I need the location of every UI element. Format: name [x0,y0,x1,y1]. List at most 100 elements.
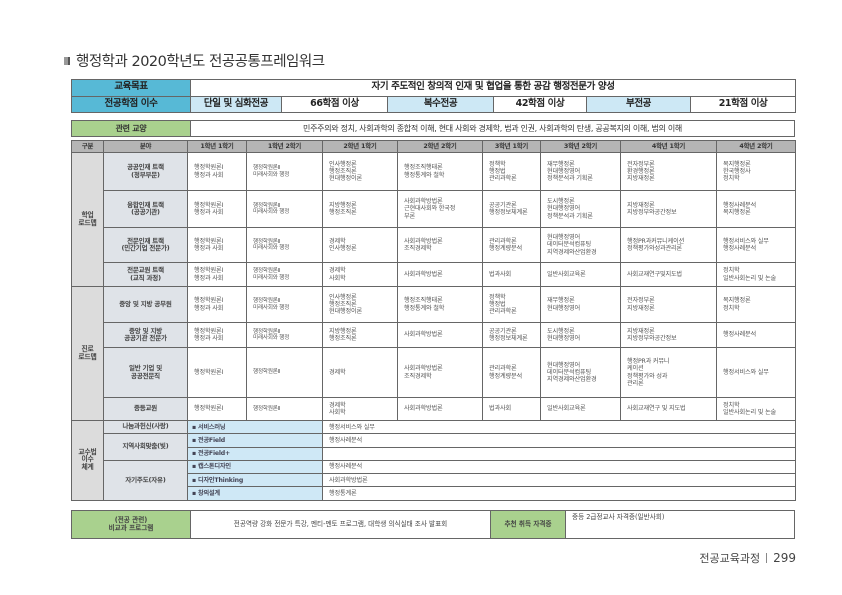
course-name: 행정학원론Ⅱ [253,369,281,376]
teaching-group: 지역사회맞춤(빛) [103,433,188,461]
course-name: 미래사회와 행정 [253,171,290,178]
course-name: 미래사회와 행정 [253,335,290,341]
course-name: 사회학 [329,409,346,416]
table-row: 전문인재 트랙 (민간기업 전문가) 행정학원론Ⅰ 행정과 사회 행정학원론Ⅱ 미래사회와… [72,227,796,263]
course-cell: 법과사회 [482,397,541,421]
teaching-course [322,446,796,461]
course-cell: 복지행정론 정치학 [716,286,796,323]
extracurricular-table: (전공 관련) 비교과 프로그램 전공역량 강화 전문가 특강, 멘티-멘토 프… [71,510,795,539]
course-name: 행정서비스와 실무 [723,368,769,376]
course-name: 관리과학론 [489,308,517,316]
course-name: 행정학원론Ⅱ [253,238,281,245]
teaching-course: 행정통계론 [322,486,796,501]
teaching-row: 교수법 이수 체계 나눔과헌신(사랑) ▪ 서비스러닝 행정서비스와 실무 [71,419,796,501]
course-cell: 공공기관론 행정정보체계론 [482,322,541,348]
course-name: 행정학원론Ⅱ [253,405,281,412]
course-cell: 행정학원론Ⅰ 행정과 사회 [187,322,247,348]
course-name: 행정정보체계론 [489,209,528,216]
section-label-line: 이수 [81,455,94,464]
page-title: 행정학과 2020학년도 전공공통프레임워크 [64,50,325,71]
section-label-line: 진로 [81,344,94,353]
liberal-label: 관련 교양 [71,120,191,137]
course-name: 행정학원론Ⅰ [194,267,224,275]
course-name: 사회교재연구 및 지도법 [627,405,686,413]
course-name: 조직경제학 [404,245,432,252]
credits-label: 전공학점 이수 [71,95,191,113]
course-cell: 사회과학방법론 [397,262,483,287]
course-name: 케이션 [627,365,644,373]
course-name: 행정조직론 [329,335,357,342]
teaching-method: ▪ 캡스톤디자인 [187,459,323,475]
teaching-course: 행정서비스와 실무 [322,419,796,435]
course-name: 정치학 [723,175,740,183]
course-name: 사회교재연구및지도법 [627,270,682,278]
course-name: 행정조직행태론 [404,164,443,172]
credit-type: 단일 및 심화전공 [190,95,282,113]
field-label-line: 일반 기업 및 [128,364,163,373]
course-name: 부론 [404,212,415,220]
section-label: 교수법 이수 체계 [71,420,104,501]
course-cell: 관리과학론 행정계량분석 [482,347,541,398]
course-cell: 행정학원론Ⅰ 행정과 사회 [187,227,247,263]
course-cell: 경제학 인사행정론 [322,227,398,263]
course-name: 전자정부론 [627,297,655,305]
course-cell: 정치학 일반사회논리 및 논술 [716,397,796,421]
course-cell: 행정학원론Ⅰ 행정과 사회 [187,286,247,323]
course-name: 행정조직행태론 [404,297,443,305]
course-name: 행정학원론Ⅰ [194,201,224,209]
goal-label: 교육목표 [71,79,191,97]
course-name: 행정조직론 [329,300,357,308]
roadmap-table: 구분 분야 1학년 1학기 1학년 2학기 2학년 1학기 2학년 2학기 3학년 1학기 3… [71,140,796,501]
course-cell: 행정사례분석 복지행정론 [716,190,796,228]
field-label: 중앙 및 지방 공공기관 전문가 [103,322,188,348]
course-cell: 법과사회 [482,262,541,287]
extra-label: (전공 관련) 비교과 프로그램 [71,510,191,539]
course-name: 미래사회와 행정 [253,209,290,215]
goal-text: 자기 주도적인 창의적 인재 및 협업을 통한 공감 행정전문가 양성 [189,79,797,97]
course-cell: 행정서비스와 실무 행정사례분석 [716,227,796,263]
course-cell: 행정학원론Ⅱ [246,347,323,398]
field-label-line: (공공기관) [131,208,160,216]
teaching-group: 자기주도(자유) [103,459,188,501]
course-name: 행정학원론Ⅱ [253,165,281,172]
field-label: 융합인재 트랙 (공공기관) [103,190,188,228]
section-label-line: 교수법 [78,447,97,456]
course-cell: 행정PR과커뮤니케이션 정책평가와성과관리론 [620,227,717,263]
teaching-method: ▪ 서비스러닝 [187,419,323,435]
course-name: 행정계량분석 [489,245,522,252]
field-label-line: (교직 과정) [130,273,161,282]
course-name: 관리과학론 [489,175,517,183]
course-name: 도시행정론 [547,327,575,335]
course-name: 사회과학방법론 [404,198,443,206]
course-name: 현대행정이론 [329,175,362,183]
course-name: 도시행정론 [547,198,575,206]
section-label-line: 로드맵 [78,352,97,361]
course-name: 재무행정론 [547,160,575,168]
course-cell: 행정학원론Ⅰ 행정과 사회 [187,190,247,228]
course-cell: 지방행정론 행정조직론 [322,322,398,348]
course-cell: 행정사례분석 [716,322,796,348]
field-label-line: 공공기관 전문가 [124,334,167,342]
course-name: 행정조직론 [329,167,357,175]
credit-value: 21학점 이상 [689,95,797,113]
course-name: 일반사회논리 및 논술 [723,274,776,282]
course-cell: 사회과학방법론 조직경제학 [397,347,483,398]
course-name: 행정과 사회 [194,335,224,342]
course-name: 지역경제와산업환경 [547,376,597,384]
course-name: 현대행정영어 [547,234,580,242]
column-header: 4학년 1학기 [620,140,717,153]
course-cell: 정치학 일반사회논리 및 논술 [716,262,796,287]
course-name: 행정학원론Ⅱ [253,268,281,275]
teaching-method: ▪ 전공Field [187,433,323,448]
course-name: 행정학원론Ⅰ [194,405,224,413]
column-header: 4학년 2학기 [716,140,796,153]
course-name: 행정서비스와 실무 [723,237,769,245]
field-label-line: 전문인재 트랙 [127,236,164,245]
credit-type: 복수전공 [387,95,494,113]
course-name: 지방재정론 [627,175,655,183]
course-name: 행정학원론Ⅰ [194,327,224,335]
course-name: 복지행정론 [723,160,751,168]
teaching-row: ▪ 창의설계 행정통계론 [72,486,796,501]
course-cell: 정책학 행정법 관리과학론 [482,152,541,191]
course-cell: 행정조직행태론 행정통계와 철학 [397,286,483,323]
